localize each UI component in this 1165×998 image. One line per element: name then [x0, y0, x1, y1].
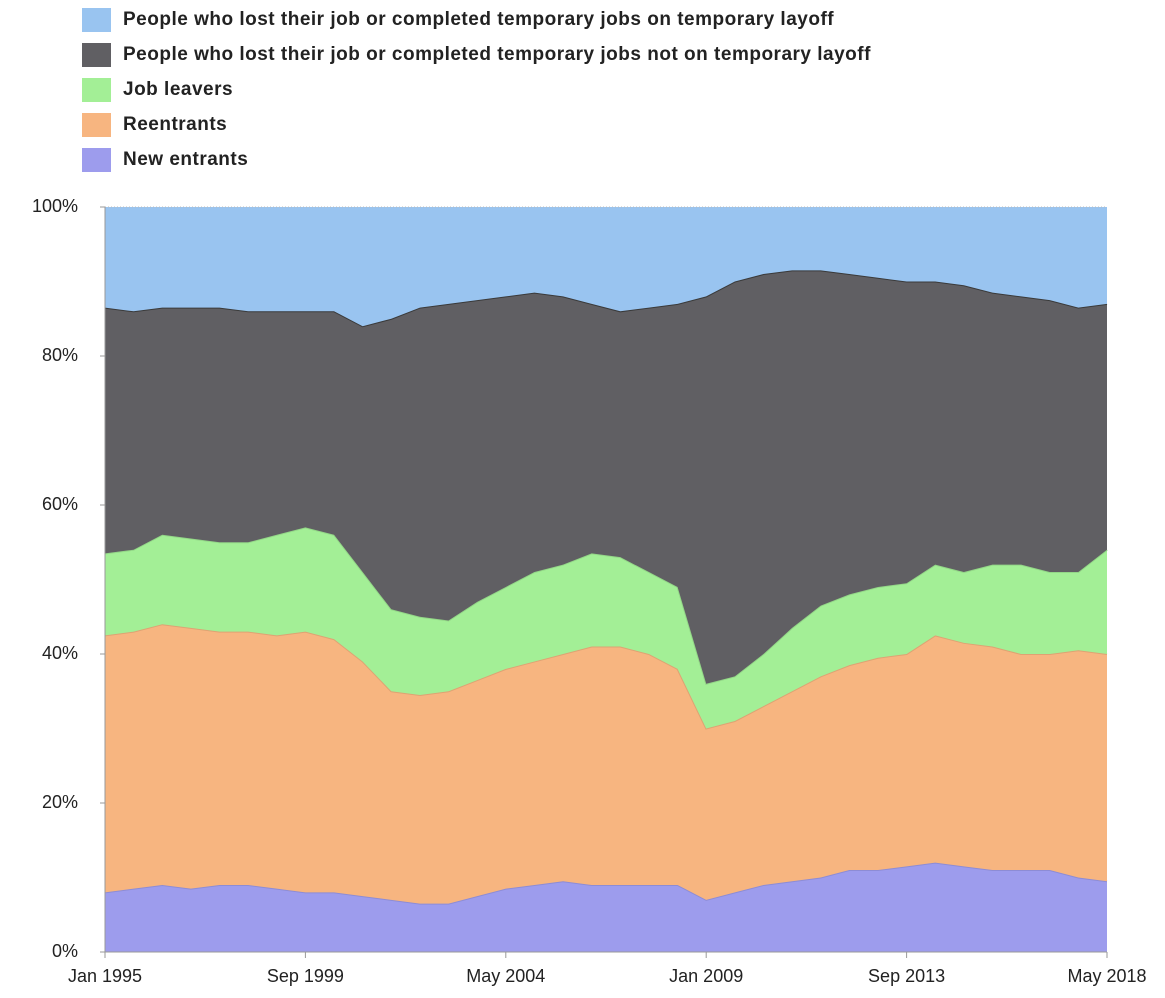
legend-label: Job leavers	[123, 79, 233, 100]
legend-label: People who lost their job or completed t…	[123, 44, 871, 65]
x-tick-label: Sep 2013	[868, 966, 945, 986]
legend-swatch	[82, 43, 111, 67]
legend-swatch	[82, 148, 111, 172]
area	[105, 207, 1107, 327]
legend-swatch	[82, 113, 111, 137]
area	[105, 270, 1107, 684]
legend-swatch	[82, 78, 111, 102]
legend-label: Reentrants	[123, 114, 227, 135]
area	[105, 862, 1107, 952]
x-tick-label: Jan 1995	[68, 966, 142, 986]
y-tick-label: 0%	[52, 941, 78, 961]
area	[105, 624, 1107, 904]
legend-label: People who lost their job or completed t…	[123, 9, 834, 30]
y-tick-label: 100%	[32, 196, 78, 216]
x-tick-label: May 2004	[466, 966, 545, 986]
x-tick-label: Jan 2009	[669, 966, 743, 986]
x-tick-label: May 2018	[1067, 966, 1146, 986]
y-tick-label: 20%	[42, 792, 78, 812]
y-tick-label: 80%	[42, 345, 78, 365]
y-tick-label: 60%	[42, 494, 78, 514]
area	[105, 527, 1107, 729]
legend-swatch	[82, 8, 111, 32]
y-tick-label: 40%	[42, 643, 78, 663]
x-tick-label: Sep 1999	[267, 966, 344, 986]
legend-label: New entrants	[123, 149, 248, 170]
